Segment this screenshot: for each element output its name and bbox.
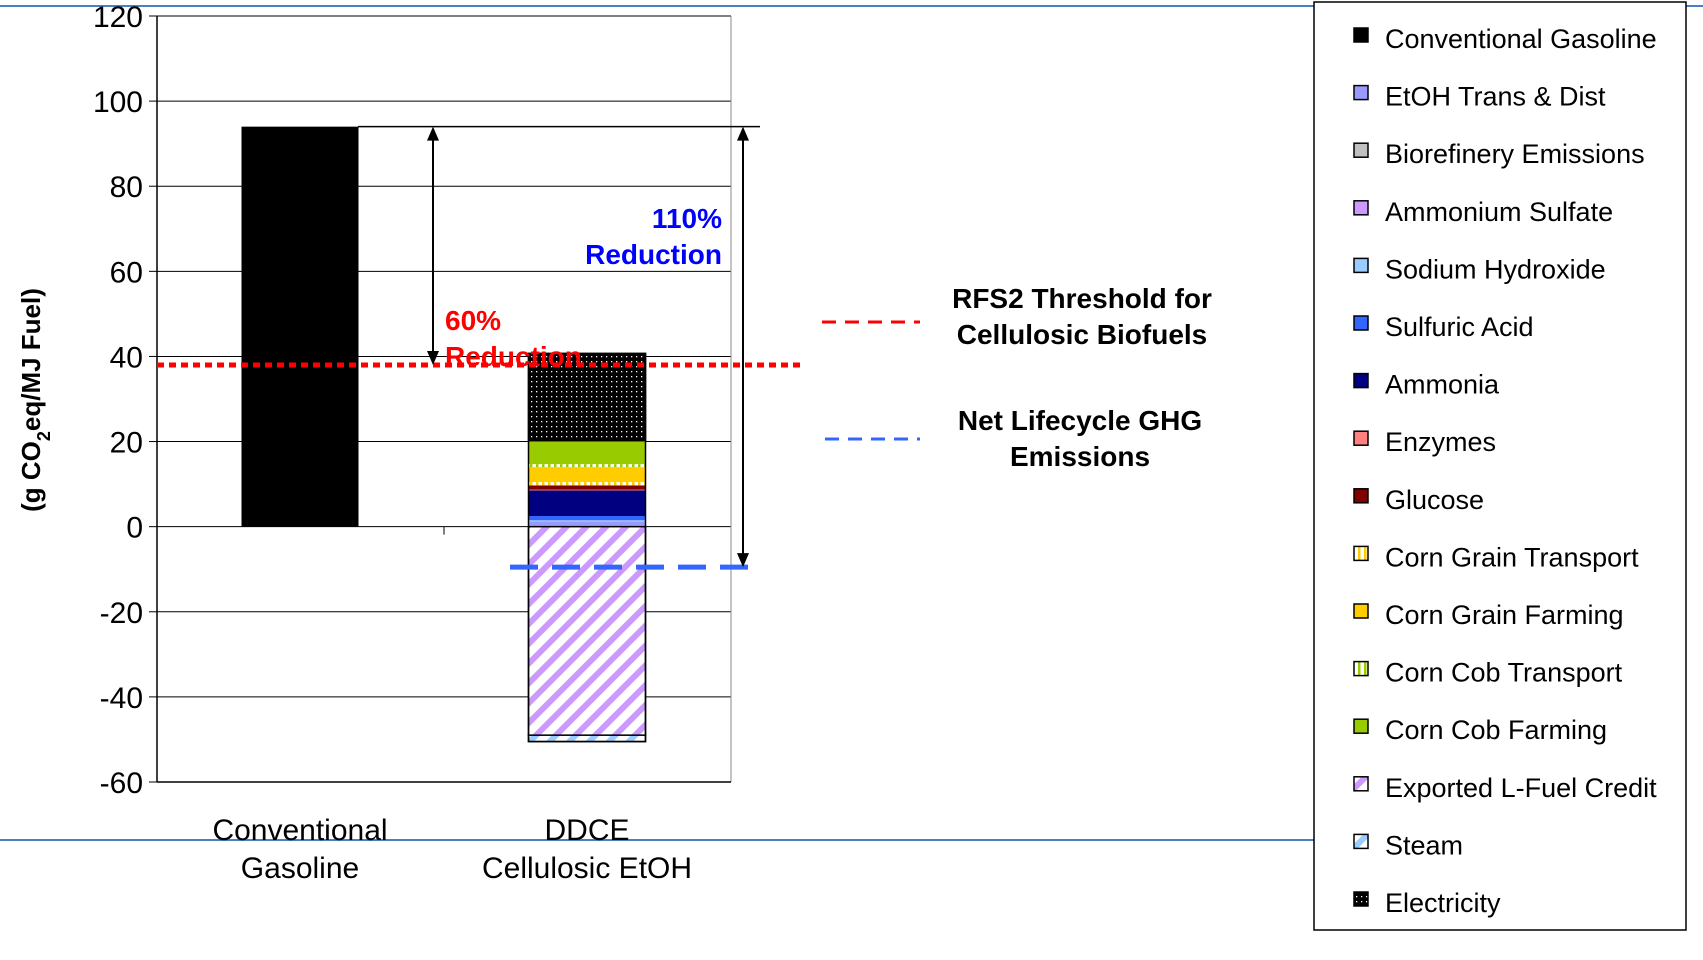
legend-swatch-conventional-gasoline [1353, 27, 1369, 43]
bar-segment-sodium-hydroxide [528, 520, 646, 522]
bar-segment-conventional-gasoline [241, 126, 359, 527]
bar-segment-corn-cob-farming [528, 440, 646, 465]
legend-label-ammonium-sulfate: Ammonium Sulfate [1385, 197, 1613, 227]
y-tick-label: 40 [110, 341, 143, 374]
bar-segment-ammonia [528, 490, 646, 517]
legend: Conventional Gasoline EtOH Trans & Dist Bi… [1313, 1, 1687, 931]
bar-segment-sulfuric-acid [528, 516, 646, 521]
legend-label-corn-cob-farming: Corn Cob Farming [1385, 715, 1607, 745]
bar-segment-electricity [527, 352, 647, 442]
x-category-label: Gasoline [241, 852, 359, 885]
legend-label-biorefinery-emissions: Biorefinery Emissions [1385, 139, 1645, 169]
legend-label-etoh-trans-dist: EtOH Trans & Dist [1385, 82, 1606, 112]
bar-segment-corn-grain-farming [528, 467, 646, 482]
bar-outline [527, 352, 647, 743]
legend-swatch-ammonium-sulfate [1353, 200, 1369, 216]
legend-swatch-etoh-trans-dist [1353, 84, 1369, 101]
plot-area: 120 100 80 60 40 20 0 -20 -40 -60 (g CO2eq/MJ Fuel… [16, 1, 1212, 885]
annotation-110-reduction: Reduction [585, 239, 722, 270]
bar-segment-glucose [528, 485, 646, 490]
arrow-head-up [427, 126, 439, 141]
legend-label-corn-grain-farming: Corn Grain Farming [1385, 600, 1624, 630]
bar-segment-enzymes [528, 489, 646, 491]
legend-label-electricity: Electricity [1385, 888, 1501, 918]
y-tick-label: -20 [100, 597, 143, 630]
y-tick-label: 120 [93, 1, 143, 34]
legend-label-sodium-hydroxide: Sodium Hydroxide [1385, 254, 1606, 284]
reduction-arrow-60 [427, 126, 439, 365]
annotation-110-reduction: 110% [652, 203, 722, 234]
legend-swatch-glucose [1353, 488, 1369, 504]
y-tick-label: 20 [110, 427, 143, 460]
legend-box [1313, 1, 1687, 931]
y-tick-label: 80 [110, 171, 143, 204]
legend-label-conventional-gasoline: Conventional Gasoline [1385, 24, 1657, 54]
bar-segment-etoh-trans-dist [528, 521, 646, 527]
legend-swatch-sodium-hydroxide [1353, 257, 1369, 274]
legend-label-corn-grain-transport: Corn Grain Transport [1385, 542, 1639, 572]
reduction-arrow-110 [737, 126, 749, 568]
legend-label-glucose: Glucose [1385, 485, 1484, 515]
rfs2-legend-label: RFS2 Threshold for [952, 283, 1212, 314]
legend-swatch-ammonia [1353, 372, 1369, 389]
annotation-60-reduction: Reduction [445, 341, 582, 372]
legend-swatch-enzymes [1353, 430, 1369, 446]
legend-swatch-sulfuric-acid [1353, 315, 1369, 331]
legend-swatch-steam [1353, 833, 1369, 850]
legend-swatch-corn-cob-transport [1353, 660, 1369, 677]
x-category-label: DDCE [544, 814, 629, 847]
y-axis-label: (g CO2eq/MJ Fuel) [16, 288, 54, 512]
bar-segment-steam [527, 734, 647, 743]
legend-swatch-exported-l-fuel-credit [1353, 776, 1369, 792]
y-tick-label: -40 [100, 682, 143, 715]
y-tick-label: 60 [110, 256, 143, 289]
legend-swatch-corn-cob-farming [1353, 718, 1369, 734]
bar-segment-exported-l-fuel-credit [527, 525, 647, 736]
legend-swatch-corn-grain-transport [1353, 545, 1369, 562]
legend-label-steam: Steam [1385, 830, 1463, 860]
y-tick-label: 100 [93, 86, 143, 119]
net-lifecycle-legend-label: Emissions [1010, 441, 1150, 472]
y-tick-label: -60 [100, 767, 143, 800]
y-tick-label: 0 [126, 512, 143, 545]
legend-label-ammonia: Ammonia [1385, 370, 1500, 400]
net-lifecycle-legend-label: Net Lifecycle GHG [958, 405, 1202, 436]
x-category-label: Conventional [212, 814, 387, 847]
arrow-head-down [737, 553, 749, 568]
rfs2-legend-label: Cellulosic Biofuels [957, 319, 1208, 350]
annotation-60-reduction: 60% [445, 305, 501, 336]
legend-label-exported-l-fuel-credit: Exported L-Fuel Credit [1385, 773, 1657, 803]
arrow-head-down [427, 350, 439, 365]
legend-label-sulfuric-acid: Sulfuric Acid [1385, 312, 1534, 342]
x-category-label: Cellulosic EtOH [482, 852, 692, 885]
bar-segment-corn-grain-transport [528, 481, 646, 486]
legend-swatch-corn-grain-farming [1353, 603, 1369, 619]
legend-label-corn-cob-transport: Corn Cob Transport [1385, 658, 1623, 688]
legend-swatch-biorefinery-emissions [1353, 142, 1369, 158]
legend-swatch-electricity [1353, 891, 1369, 907]
arrow-head-up [737, 126, 749, 141]
bar-segment-corn-cob-transport [528, 464, 646, 468]
legend-label-enzymes: Enzymes [1385, 427, 1496, 457]
